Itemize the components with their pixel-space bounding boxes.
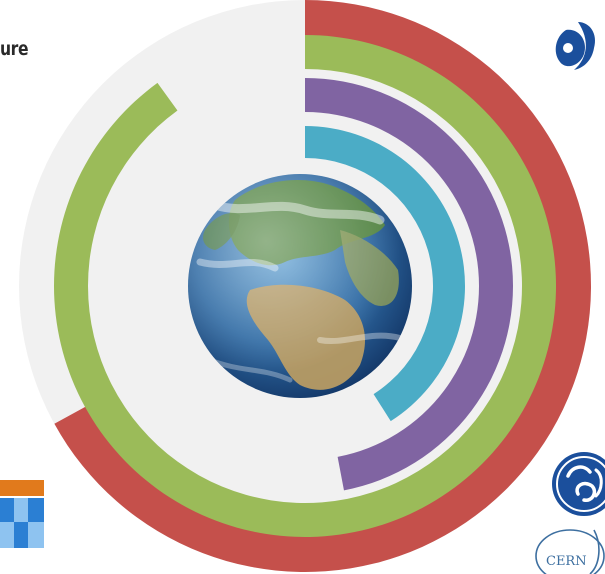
earth-globe-icon — [188, 174, 412, 398]
cern-logo: CERN — [535, 529, 605, 574]
ring-bar-3 — [305, 78, 513, 491]
svg-text:CERN: CERN — [546, 554, 587, 569]
ebrd-logo — [555, 22, 596, 70]
partner-logo-tile — [0, 480, 44, 548]
ring-bar-4 — [305, 126, 466, 422]
chart-title: ure — [0, 38, 29, 60]
ge-logo — [552, 452, 605, 516]
